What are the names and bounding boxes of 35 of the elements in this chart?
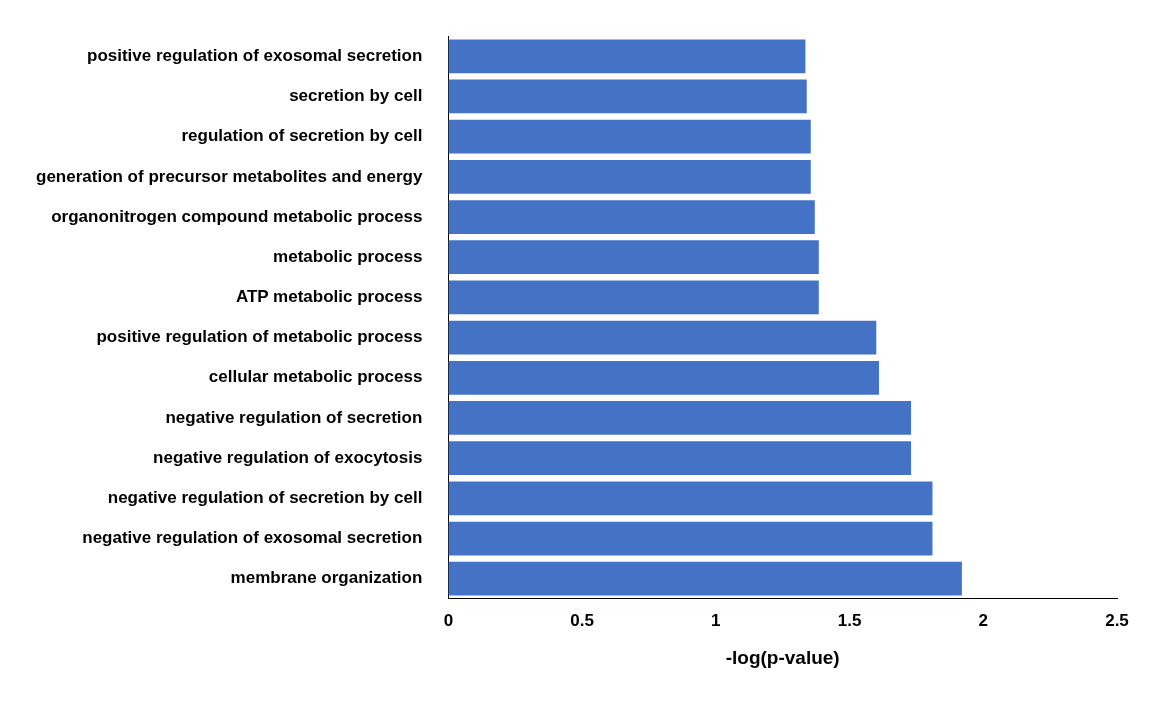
bar <box>448 240 819 275</box>
y-tick-label: positive regulation of exosomal secretion <box>86 45 423 65</box>
y-tick-label: membrane organization <box>230 568 423 588</box>
x-tick-label: 0 <box>443 610 454 630</box>
y-tick-label: secretion by cell <box>289 86 423 106</box>
y-tick-label: regulation of secretion by cell <box>181 126 423 146</box>
bar <box>448 200 815 234</box>
bar <box>448 401 912 435</box>
y-tick-label: negative regulation of secretion <box>165 407 423 427</box>
bar <box>448 320 877 355</box>
x-tick-label: 1.5 <box>837 610 862 630</box>
x-tick-label: 0.5 <box>570 610 594 630</box>
y-tick-label: metabolic process <box>273 246 423 266</box>
y-tick-label: negative regulation of secretion by cell <box>107 488 423 508</box>
y-tick-label: organonitrogen compound metabolic process <box>51 206 423 226</box>
y-tick-label: generation of precursor metabolites and energy <box>35 166 423 186</box>
bar <box>448 441 912 476</box>
y-tick-label: ATP metabolic process <box>235 287 423 307</box>
x-tick-label: 2 <box>978 610 989 630</box>
bar <box>448 39 806 74</box>
y-tick-label: cellular metabolic process <box>208 367 423 387</box>
x-tick-label: 1 <box>711 610 721 630</box>
y-tick-label: positive regulation of metabolic process <box>96 327 423 347</box>
x-tick-label: 2.5 <box>1105 610 1129 630</box>
bar <box>448 481 933 516</box>
bar <box>448 360 879 395</box>
bar <box>448 280 819 315</box>
bar <box>448 521 933 556</box>
bar <box>448 79 807 114</box>
bar <box>448 119 811 154</box>
bar <box>448 159 811 194</box>
x-axis-title: -log(p-value) <box>725 646 840 668</box>
bar <box>448 561 962 596</box>
y-tick-label: negative regulation of exosomal secretion <box>82 528 423 548</box>
y-tick-label: negative regulation of exocytosis <box>153 447 423 467</box>
